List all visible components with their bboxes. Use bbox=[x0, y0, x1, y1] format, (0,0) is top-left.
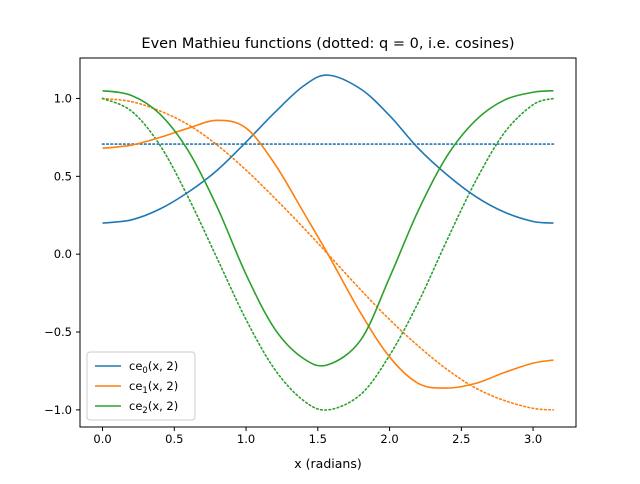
chart-title: Even Mathieu functions (dotted: q = 0, i… bbox=[141, 36, 514, 52]
legend-label-args: (x, 2) bbox=[148, 379, 178, 393]
y-tick-label: 0.5 bbox=[54, 169, 72, 183]
legend-label-args: (x, 2) bbox=[148, 359, 178, 373]
x-tick-label: 2.0 bbox=[380, 432, 398, 446]
y-tick-label: −1.0 bbox=[44, 403, 72, 417]
legend: ce0(x, 2)ce1(x, 2)ce2(x, 2) bbox=[86, 351, 196, 421]
x-tick-label: 0.0 bbox=[93, 432, 111, 446]
series-line-ce0 bbox=[102, 74, 554, 224]
x-axis-label: x (radians) bbox=[294, 456, 361, 471]
legend-label-subscript: 2 bbox=[142, 406, 147, 416]
legend-label: ce1(x, 2) bbox=[129, 379, 178, 396]
legend-label-base: ce bbox=[129, 379, 142, 393]
legend-label-subscript: 0 bbox=[142, 366, 147, 376]
series-line-ce2 bbox=[102, 89, 554, 367]
x-tick-label: 2.5 bbox=[452, 432, 470, 446]
axis-ticks: 0.0 0.5 1.0 1.5 2.0 2.5 3.0 −1.0 −0.5 0.0 0.5 1.0 bbox=[44, 91, 542, 446]
x-tick-label: 1.0 bbox=[237, 432, 255, 446]
series-line-ce1 bbox=[102, 119, 554, 389]
y-tick-label: 1.0 bbox=[54, 91, 72, 105]
x-tick-label: 3.0 bbox=[524, 432, 542, 446]
y-tick-label: 0.0 bbox=[54, 247, 72, 261]
legend-label-args: (x, 2) bbox=[148, 399, 178, 413]
legend-label-base: ce bbox=[129, 399, 142, 413]
legend-label: ce2(x, 2) bbox=[129, 399, 178, 416]
axes-frame bbox=[79, 57, 577, 428]
reference-cosine-line bbox=[101, 97, 555, 411]
x-tick-label: 0.5 bbox=[165, 432, 183, 446]
y-tick-label: −0.5 bbox=[44, 325, 72, 339]
x-tick-label: 1.5 bbox=[309, 432, 327, 446]
legend-label-base: ce bbox=[129, 359, 142, 373]
legend-label-subscript: 1 bbox=[142, 386, 147, 396]
legend-label: ce0(x, 2) bbox=[129, 359, 178, 376]
legend-box bbox=[86, 351, 196, 421]
series-lines bbox=[101, 74, 555, 411]
